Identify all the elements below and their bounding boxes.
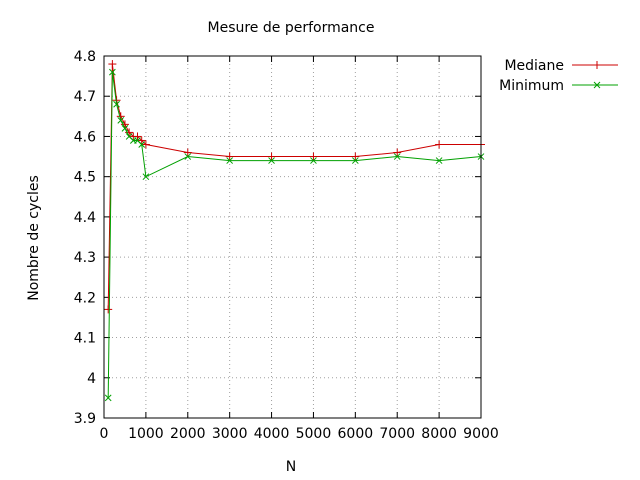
- y-axis-label: Nombre de cycles: [26, 175, 42, 301]
- legend-marker-minimum: [593, 81, 601, 89]
- plot-frame: [103, 55, 482, 419]
- marker-stroke: [310, 157, 317, 164]
- chart-title: Mesure de performance: [208, 20, 375, 36]
- marker-stroke: [184, 153, 192, 160]
- data-point-minimum: [104, 394, 112, 402]
- y-tick-label: 4.8: [74, 49, 96, 65]
- data-point-minimum: [109, 68, 116, 76]
- marker-stroke: [109, 68, 116, 76]
- y-tick-label: 4.1: [74, 331, 96, 347]
- x-tick-label: 5000: [296, 426, 332, 442]
- data-point-mediane: [120, 120, 129, 129]
- data-point-mediane: [137, 136, 146, 145]
- data-point-minimum: [121, 125, 129, 132]
- data-point-mediane: [435, 140, 444, 149]
- y-tick-label: 4.3: [74, 250, 96, 266]
- y-tick-label: 4: [87, 371, 96, 387]
- marker-stroke: [226, 157, 234, 164]
- data-point-mediane: [225, 152, 234, 161]
- grid-lines: [104, 56, 481, 418]
- data-point-mediane: [183, 148, 192, 157]
- marker-stroke: [435, 157, 443, 164]
- y-tick-label: 4.6: [74, 129, 96, 145]
- data-point-minimum: [268, 157, 275, 164]
- data-point-mediane: [309, 152, 318, 161]
- data-point-mediane: [267, 152, 276, 161]
- data-point-mediane: [351, 152, 360, 161]
- y-tick-label: 3.9: [74, 411, 96, 427]
- series-line-minimum: [107, 72, 482, 398]
- legend: Mediane Minimum: [499, 58, 618, 94]
- data-point-minimum: [310, 157, 317, 164]
- x-tick-label: 0: [100, 426, 109, 442]
- marker-stroke: [121, 125, 129, 132]
- x-tick-label: 8000: [421, 426, 457, 442]
- data-point-minimum: [117, 117, 125, 124]
- data-point-minimum: [226, 157, 234, 164]
- series-line-mediane: [107, 63, 481, 310]
- legend-label-mediane: Mediane: [504, 58, 564, 74]
- y-tick-label: 4.2: [74, 290, 96, 306]
- x-tick-label: 9000: [463, 426, 499, 442]
- data-point-mediane: [104, 305, 113, 314]
- data-point-mediane: [125, 128, 134, 137]
- x-tick-label: 4000: [254, 426, 290, 442]
- y-tick-label: 4.5: [74, 170, 96, 186]
- marker-stroke: [117, 117, 125, 124]
- data-point-minimum: [138, 141, 146, 148]
- legend-label-minimum: Minimum: [499, 78, 564, 94]
- x-tick-label: 1000: [128, 426, 164, 442]
- marker-stroke: [142, 173, 150, 181]
- marker-stroke: [104, 394, 112, 402]
- data-point-mediane: [141, 140, 150, 149]
- marker-stroke: [138, 141, 146, 148]
- y-tick-label: 4.4: [74, 210, 96, 226]
- x-tick-label: 2000: [170, 426, 206, 442]
- x-tick-label: 6000: [338, 426, 374, 442]
- data-point-minimum: [113, 100, 120, 108]
- series-lines: [104, 60, 485, 402]
- x-axis-label: N: [286, 459, 296, 475]
- marker-stroke: [351, 157, 359, 164]
- legend-marker-mediane: [593, 61, 601, 69]
- marker-stroke: [113, 100, 120, 108]
- marker-stroke: [268, 157, 275, 164]
- data-point-minimum: [142, 173, 150, 181]
- data-point-mediane: [133, 132, 142, 141]
- marker-stroke: [593, 81, 601, 89]
- data-point-mediane: [108, 60, 117, 69]
- axis-ticks: 0 1000 2000 3000 4000 5000 6000 7000 8000 9000 3.9…: [74, 49, 499, 442]
- marker-stroke: [125, 133, 133, 140]
- marker-stroke: [134, 137, 141, 144]
- data-point-minimum: [184, 153, 192, 160]
- data-point-minimum: [435, 157, 443, 164]
- data-point-minimum: [351, 157, 359, 164]
- x-tick-label: 3000: [212, 426, 248, 442]
- data-point-mediane: [393, 148, 402, 157]
- marker-stroke: [393, 153, 401, 160]
- data-point-minimum: [393, 153, 401, 160]
- y-tick-label: 4.7: [74, 89, 96, 105]
- x-tick-label: 7000: [379, 426, 415, 442]
